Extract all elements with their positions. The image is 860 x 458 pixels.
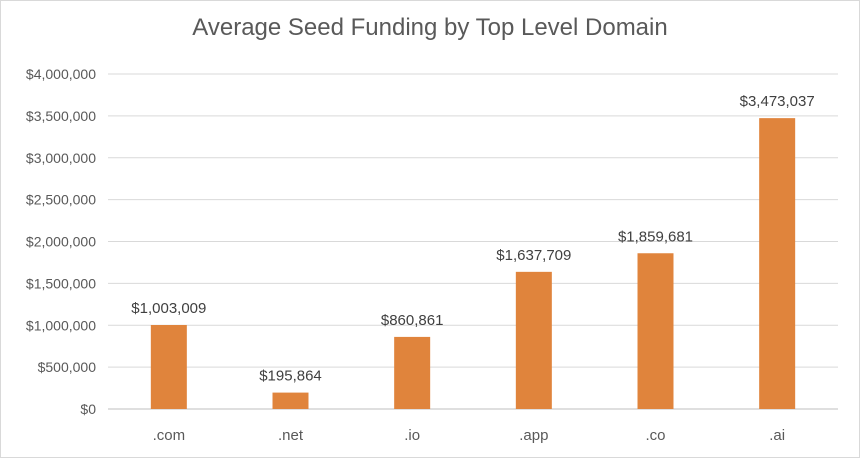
data-label: $195,864 — [259, 368, 322, 385]
x-tick-label: .net — [278, 427, 304, 444]
bar-co — [637, 253, 674, 409]
bar-io — [394, 336, 431, 409]
data-label: $1,637,709 — [496, 247, 571, 264]
x-tick-label: .com — [153, 427, 186, 444]
bar-net — [272, 392, 309, 409]
x-tick-label: .co — [645, 427, 665, 444]
x-tick-label: .app — [519, 427, 548, 444]
y-tick-label: $3,500,000 — [26, 108, 96, 124]
x-axis-tick-labels: .com .net .io .app .co .ai — [153, 427, 786, 444]
chart-title: Average Seed Funding by Top Level Domain — [192, 14, 668, 41]
data-labels: $1,003,009 $195,864 $860,861 $1,637,709 $1,8… — [131, 93, 814, 384]
y-tick-label: $0 — [80, 401, 96, 417]
bars — [150, 118, 796, 409]
gridlines — [108, 73, 838, 410]
bar-app — [515, 271, 552, 409]
data-label: $1,859,681 — [618, 228, 693, 245]
y-tick-label: $2,500,000 — [26, 192, 96, 208]
y-tick-label: $2,000,000 — [26, 234, 96, 250]
bar-com — [150, 324, 187, 409]
y-tick-label: $500,000 — [38, 359, 97, 375]
data-label: $860,861 — [381, 312, 444, 329]
x-tick-label: .io — [404, 427, 420, 444]
data-label: $3,473,037 — [740, 93, 815, 110]
y-axis-tick-labels: $0 $500,000 $1,000,000 $1,500,000 $2,000,000… — [26, 66, 96, 417]
data-label: $1,003,009 — [131, 300, 206, 317]
y-tick-label: $3,000,000 — [26, 150, 96, 166]
y-tick-label: $4,000,000 — [26, 66, 96, 82]
x-tick-label: .ai — [769, 427, 785, 444]
bar-ai — [759, 118, 796, 409]
y-tick-label: $1,500,000 — [26, 275, 96, 291]
y-tick-label: $1,000,000 — [26, 317, 96, 333]
